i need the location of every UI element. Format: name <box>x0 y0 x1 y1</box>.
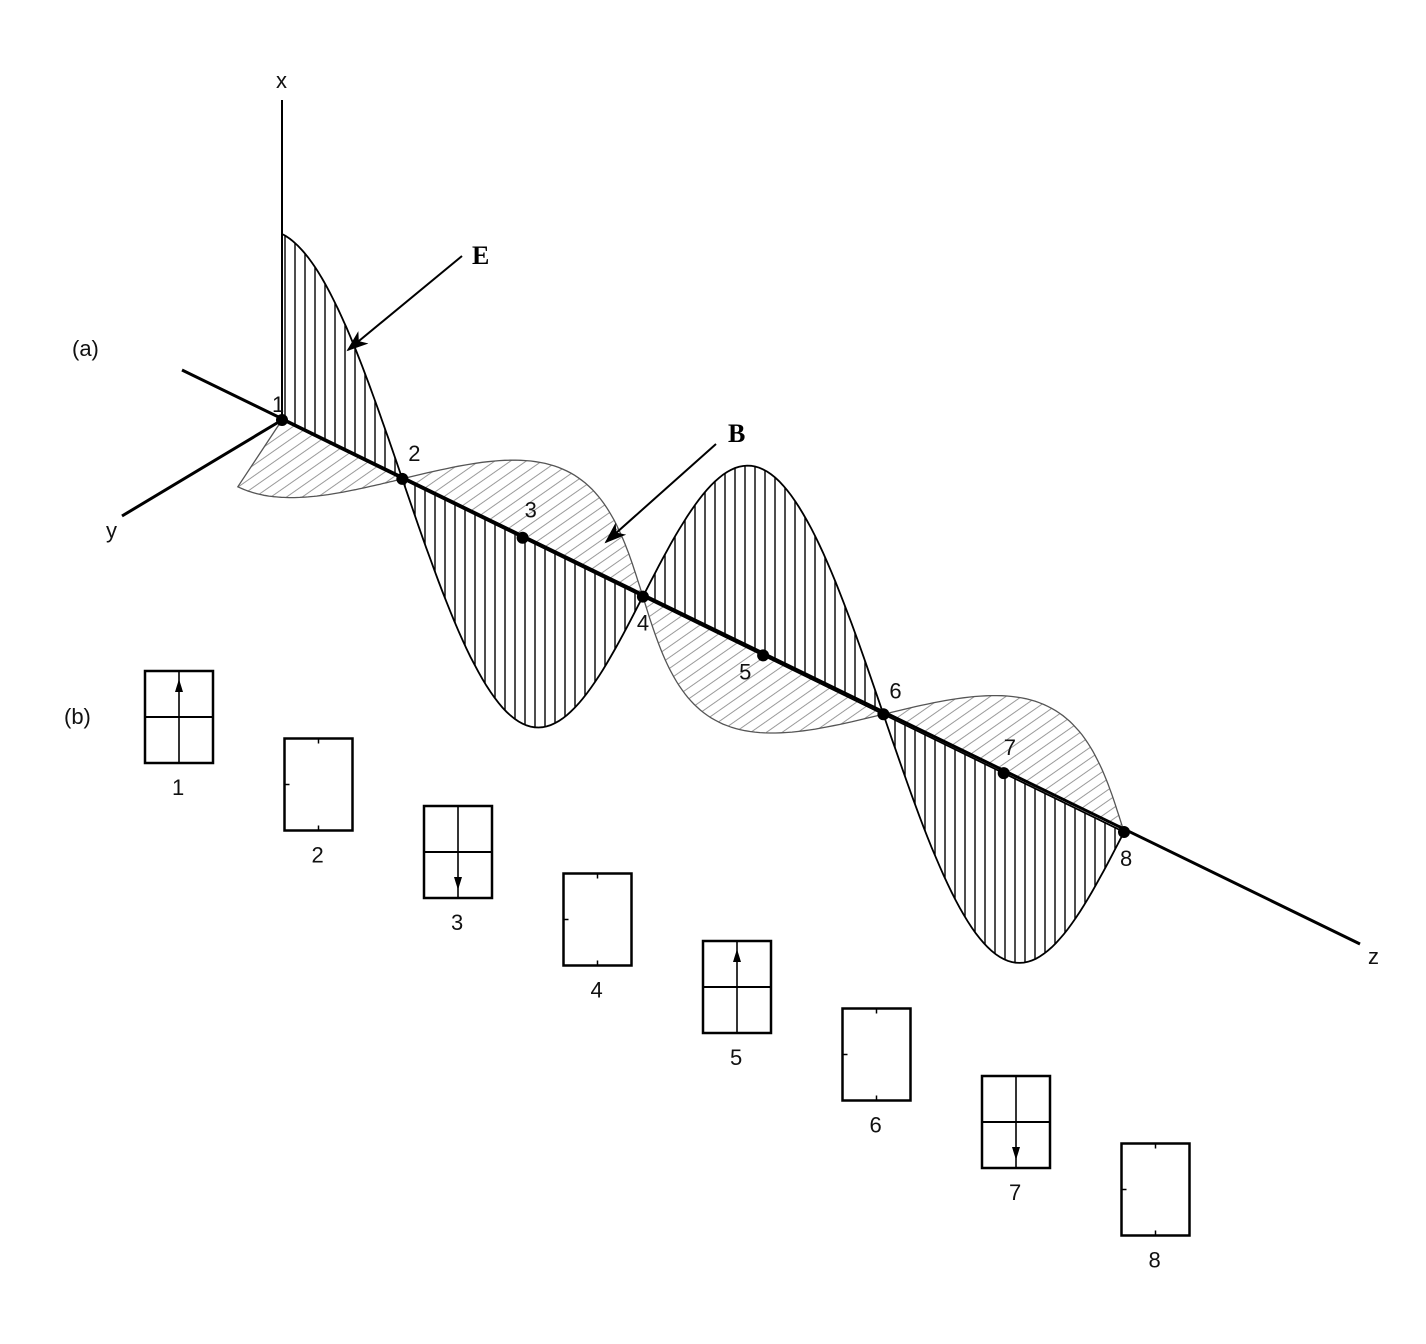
z-point-label: 6 <box>889 678 901 703</box>
z-point-label: 7 <box>1004 735 1016 760</box>
z-axis-label: z <box>1368 944 1379 969</box>
panel-8: 8 <box>1122 1144 1190 1273</box>
part-label-a: (a) <box>72 336 99 361</box>
z-point-8 <box>1118 826 1130 838</box>
panel-label: 8 <box>1149 1248 1161 1273</box>
panel-5: 5 <box>703 941 771 1070</box>
panel-7: 7 <box>982 1076 1050 1205</box>
panel-label: 6 <box>870 1113 882 1138</box>
panel-4: 4 <box>564 874 632 1003</box>
panel-frame <box>285 739 353 831</box>
panel-frame <box>564 874 632 966</box>
panel-label: 5 <box>730 1045 742 1070</box>
z-axis <box>182 370 1360 944</box>
panel-label: 3 <box>451 910 463 935</box>
x-axis-label: x <box>276 68 287 93</box>
panel-3: 3 <box>424 806 492 935</box>
panel-label: 7 <box>1009 1180 1021 1205</box>
e-field-label: E <box>472 241 489 270</box>
part-label-b: (b) <box>64 704 91 729</box>
panel-label: 1 <box>172 775 184 800</box>
panel-label: 2 <box>312 843 324 868</box>
z-point-7 <box>998 767 1010 779</box>
z-point-3 <box>517 532 529 544</box>
e-field-regions <box>282 234 1124 963</box>
panel-frame <box>843 1009 911 1101</box>
z-point-2 <box>396 473 408 485</box>
e-pointer-arrow <box>348 256 462 350</box>
panel-2: 2 <box>285 739 353 868</box>
z-point-5 <box>757 649 769 661</box>
panel-6: 6 <box>843 1009 911 1138</box>
panel-label: 4 <box>591 978 603 1003</box>
z-point-label: 5 <box>739 659 751 684</box>
panel-frame <box>1122 1144 1190 1236</box>
y-axis-label: y <box>106 518 117 543</box>
z-point-6 <box>877 708 889 720</box>
b-field-label: B <box>728 419 745 448</box>
z-point-label: 2 <box>408 441 420 466</box>
z-point-4 <box>637 591 649 603</box>
z-point-label: 4 <box>637 611 649 636</box>
z-point-label: 1 <box>272 392 284 417</box>
z-point-label: 3 <box>525 498 537 523</box>
panel-1: 1 <box>145 671 213 800</box>
z-point-label: 8 <box>1120 846 1132 871</box>
